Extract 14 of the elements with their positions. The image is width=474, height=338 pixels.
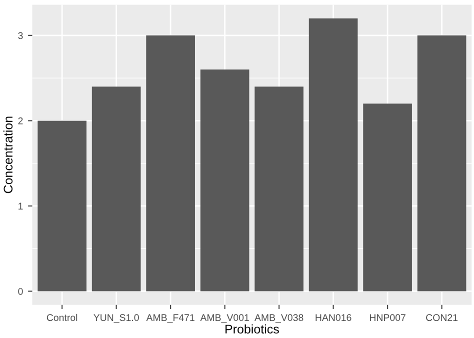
y-tick-label: 2 [18,117,23,124]
x-tick-label: AMB_V001 [200,314,249,323]
x-tick-label: HAN016 [316,314,352,322]
x-axis-title: Probiotics [226,324,279,334]
x-tick-label: YUN_S1.0 [94,314,139,323]
x-tick-label: CON21 [426,314,458,322]
x-tick-label: HNP007 [370,314,406,322]
x-tick-label: AMB_F471 [146,314,194,323]
y-tick-label: 3 [18,32,23,40]
x-tick-label: AMB_V038 [254,314,304,323]
y-axis-title: Concentration [3,116,13,194]
x-tick-label: Control [46,314,78,322]
y-tick-label: 0 [18,288,23,295]
y-tick-label: 1 [18,202,23,210]
